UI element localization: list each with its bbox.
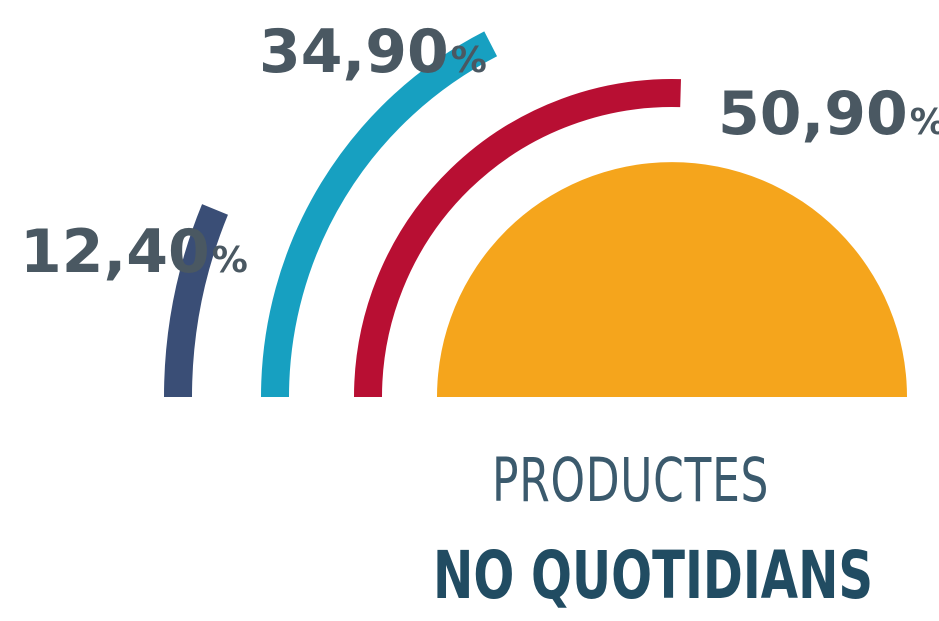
chart-title-line-1: PRODUCTES bbox=[492, 445, 770, 516]
chart-title-line-2: NO QUOTIDIANS bbox=[433, 537, 874, 614]
label-12-40: 12,40% bbox=[20, 217, 248, 287]
base-half-disc bbox=[437, 162, 907, 397]
label-34-90: 34,90% bbox=[259, 17, 487, 87]
arc-50-90 bbox=[354, 79, 681, 398]
label-50-90: 50,90% bbox=[718, 79, 939, 149]
arc-12-40 bbox=[164, 204, 228, 398]
arc-34-90 bbox=[261, 31, 498, 398]
